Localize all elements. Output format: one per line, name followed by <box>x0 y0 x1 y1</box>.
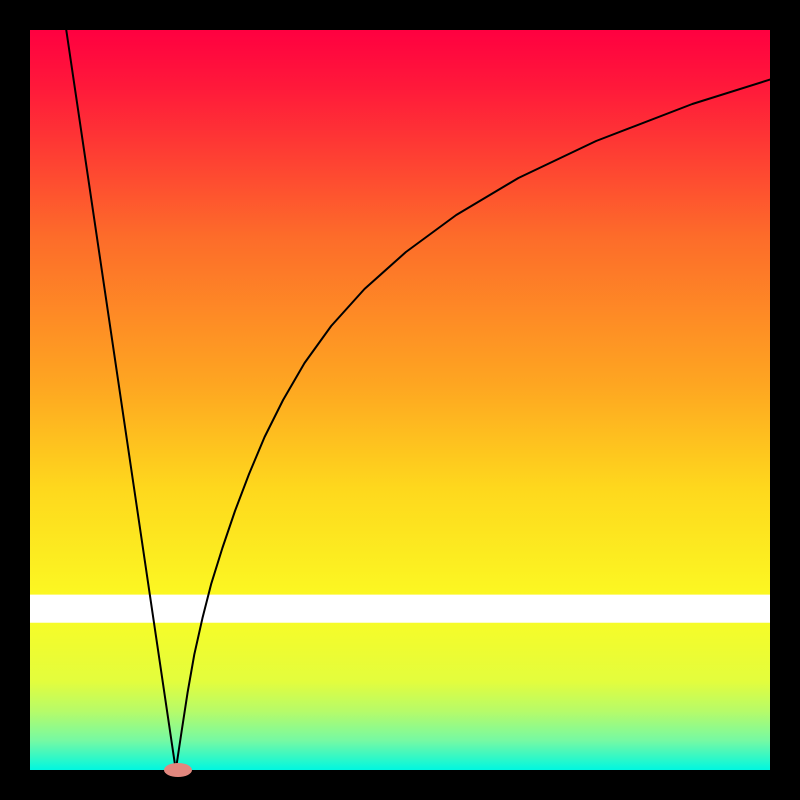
chart-svg <box>0 0 800 800</box>
chart-stage: TheBottleneck.com <box>0 0 800 800</box>
